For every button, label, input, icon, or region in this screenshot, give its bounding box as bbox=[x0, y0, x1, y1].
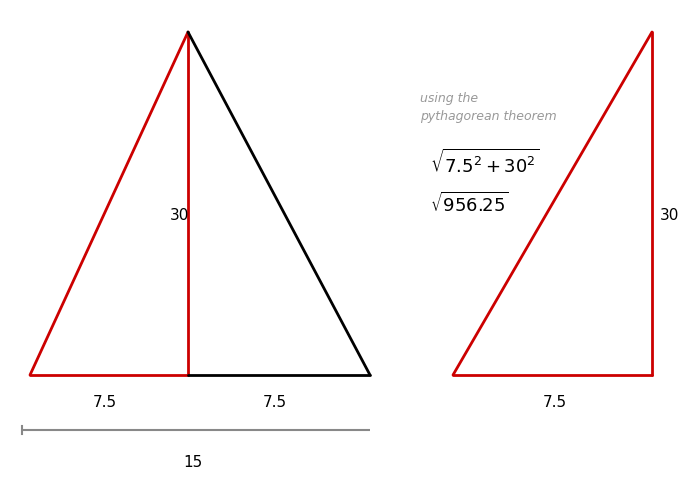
Text: pythagorean theorem: pythagorean theorem bbox=[420, 110, 557, 123]
Text: 15: 15 bbox=[183, 455, 203, 470]
Text: 7.5: 7.5 bbox=[543, 395, 567, 410]
Text: 30: 30 bbox=[660, 208, 679, 223]
Text: using the: using the bbox=[420, 92, 478, 105]
Text: $\sqrt{7.5^2+30^2}$: $\sqrt{7.5^2+30^2}$ bbox=[430, 148, 539, 176]
Text: 30: 30 bbox=[170, 208, 190, 223]
Text: $\sqrt{956.25}$: $\sqrt{956.25}$ bbox=[430, 192, 509, 216]
Text: 7.5: 7.5 bbox=[93, 395, 117, 410]
Text: 7.5: 7.5 bbox=[263, 395, 287, 410]
